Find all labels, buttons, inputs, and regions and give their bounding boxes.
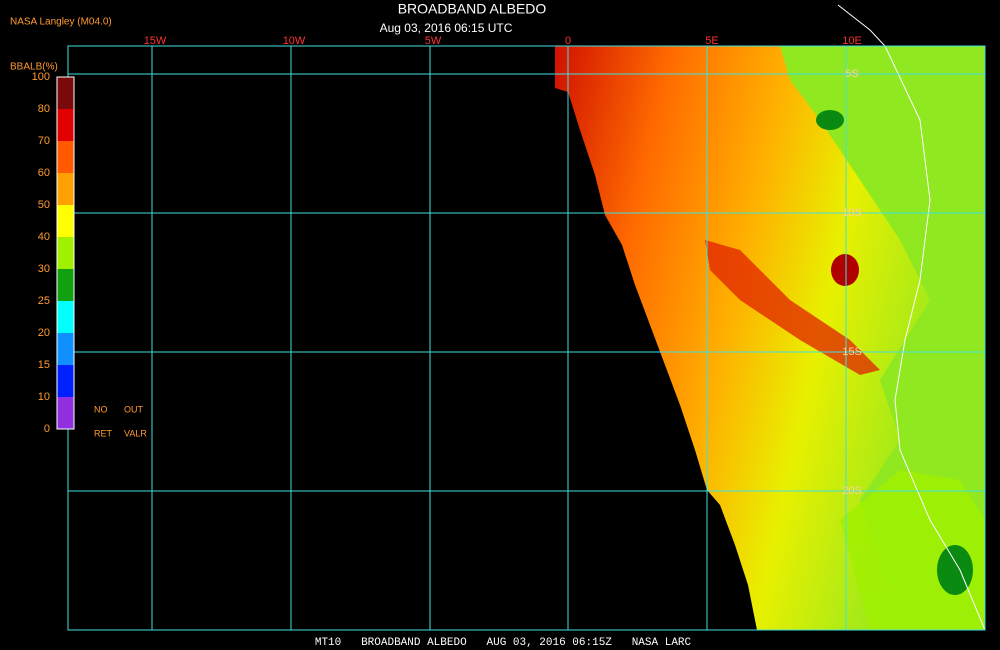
colorbar-label: 0: [44, 423, 50, 435]
latitude-labels: 5S 10S 15S 20S: [842, 68, 862, 497]
high-albedo-patch: [831, 254, 859, 286]
colorbar-swatch: [57, 365, 74, 398]
longitude-label: 5W: [425, 35, 442, 47]
colorbar-label: 50: [38, 199, 50, 211]
colorbar-label: 10: [38, 391, 50, 403]
colorbar-swatch: [57, 173, 74, 206]
title: BROADBAND ALBEDO: [398, 1, 547, 17]
colorbar-swatch: [57, 397, 74, 430]
colorbar-swatch: [57, 205, 74, 238]
colorbar-swatch: [57, 77, 74, 110]
colorbar-swatch: [57, 141, 74, 174]
colorbar-swatch: [57, 237, 74, 270]
colorbar-label: 80: [38, 103, 50, 115]
border: [837, 4, 986, 631]
colorbar-swatch: [57, 333, 74, 366]
latitude-label: 10S: [842, 207, 862, 219]
longitude-labels: 15W 10W 5W 0 5E 10E: [144, 35, 862, 47]
longitude-label: 5E: [705, 35, 718, 47]
dense-vegetation: [937, 545, 973, 595]
colorbar-label: 25: [38, 295, 50, 307]
colorbar-swatch: [57, 301, 74, 334]
colorbar-frame: [56, 76, 75, 430]
land: [555, 4, 986, 631]
latitude-label: 5S: [845, 68, 858, 80]
colorbar-label: 60: [38, 167, 50, 179]
latitude-label: 15S: [842, 346, 862, 358]
colorbar-swatch: [57, 269, 74, 302]
colorbar-title: BBALB(%): [10, 62, 58, 73]
source: NASA Langley (M04.0): [10, 17, 112, 28]
latitude-label: 20S: [842, 485, 862, 497]
longitude-label: 0: [565, 35, 571, 47]
subtitle: Aug 03, 2016 06:15 UTC: [380, 21, 513, 35]
note: OUT: [124, 404, 144, 414]
dense-vegetation: [816, 110, 844, 130]
colorbar-label: 40: [38, 231, 50, 243]
colorbar-label: 70: [38, 135, 50, 147]
colorbar-label: 30: [38, 263, 50, 275]
note: RET: [94, 428, 113, 438]
longitude-label: 10W: [283, 35, 306, 47]
note: NO: [94, 404, 108, 414]
longitude-label: 15W: [144, 35, 167, 47]
footer: MT10 BROADBAND ALBEDO AUG 03, 2016 06:15…: [315, 637, 692, 649]
longitude-label: 10E: [842, 35, 862, 47]
note: VALR: [124, 428, 147, 438]
colorbar-label: 15: [38, 359, 50, 371]
colorbar-swatch: [57, 109, 74, 142]
colorbar-label: 100: [32, 71, 50, 83]
colorbar-label: 20: [38, 327, 50, 339]
high-albedo-band: [705, 240, 880, 375]
